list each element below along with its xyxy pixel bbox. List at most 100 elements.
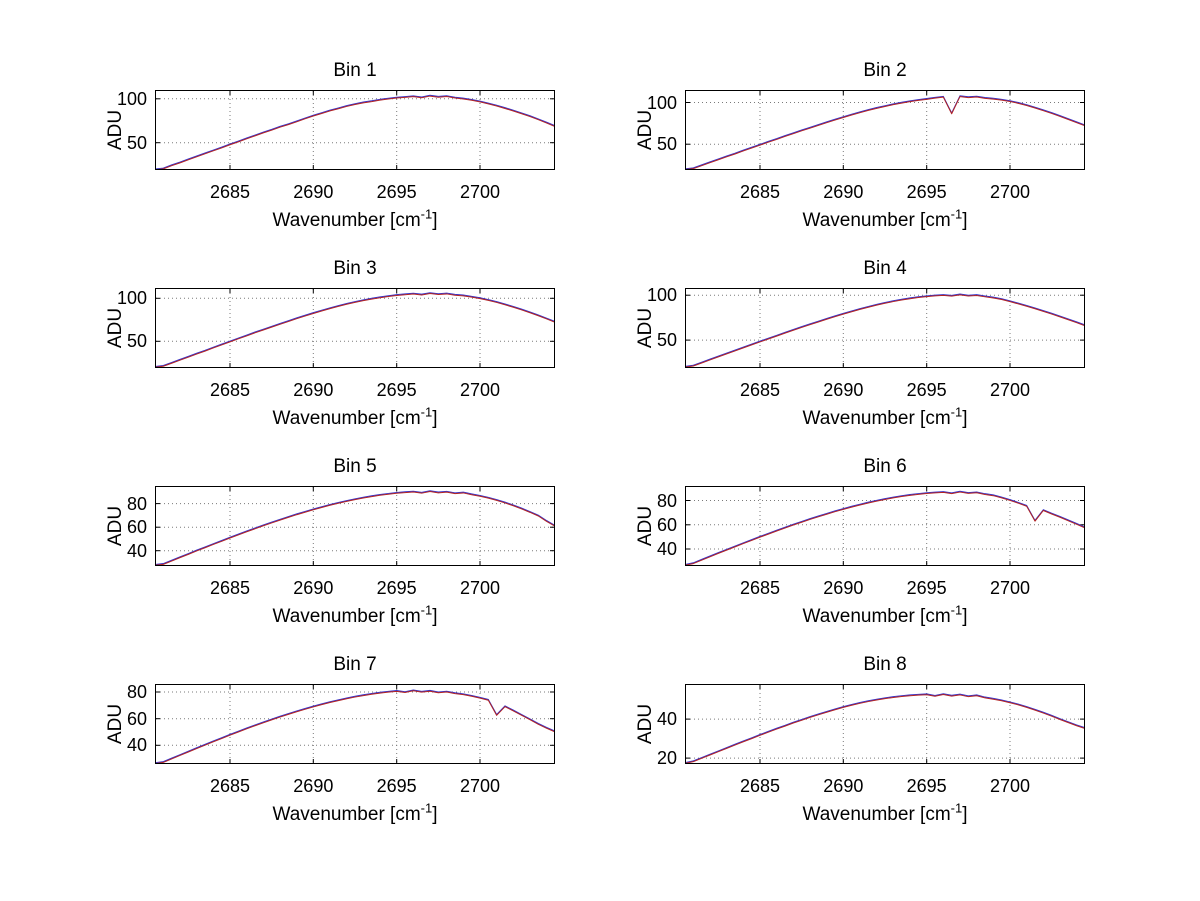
x-axis-label-text: ] <box>962 804 968 825</box>
subplot-title: Bin 4 <box>863 258 907 279</box>
axes-box <box>155 486 555 566</box>
x-tick-label: 2700 <box>459 578 501 598</box>
y-tick-label: 50 <box>126 132 147 153</box>
y-tick-label: 100 <box>646 92 677 113</box>
x-axis-label-text: Wavenumber [cm <box>802 408 951 429</box>
x-axis-label-text: ] <box>962 606 968 627</box>
x-axis-label-superscript: -1 <box>950 206 963 222</box>
tick-marks <box>686 91 1084 169</box>
x-axis-label-superscript: -1 <box>420 800 433 816</box>
x-axis-label: Wavenumber [cm-1] <box>735 800 1035 830</box>
x-axis-label-text: Wavenumber [cm <box>272 606 421 627</box>
x-axis-label-superscript: -1 <box>420 602 433 618</box>
x-tick-label: 2700 <box>989 578 1031 598</box>
axes-box <box>685 288 1085 368</box>
x-tick-label: 2690 <box>823 776 864 796</box>
x-axis-label: Wavenumber [cm-1] <box>205 602 505 632</box>
x-axis-label: Wavenumber [cm-1] <box>205 800 505 830</box>
x-tick-label: 2695 <box>906 578 947 598</box>
subplot-title: Bin 5 <box>333 456 377 477</box>
grid-lines <box>686 685 1084 763</box>
y-tick-label: 50 <box>656 330 677 351</box>
spectrum-line <box>685 96 1085 170</box>
x-axis-label-superscript: -1 <box>420 404 433 420</box>
spectrum-line <box>155 293 555 368</box>
x-axis-label-text: ] <box>962 408 968 429</box>
plot-area <box>685 486 1085 566</box>
spectrum-line <box>685 694 1085 764</box>
spectrum-line <box>685 491 1085 566</box>
x-tick-label: 2700 <box>989 776 1031 796</box>
axes-box <box>685 486 1085 566</box>
x-axis-label-text: Wavenumber [cm <box>802 210 951 231</box>
x-tick-label: 2685 <box>739 380 781 400</box>
y-tick-label: 80 <box>656 490 677 511</box>
x-axis-label-superscript: -1 <box>950 800 963 816</box>
y-tick-label: 60 <box>126 517 147 538</box>
x-axis-label-text: ] <box>962 210 968 231</box>
y-tick-label: 40 <box>126 735 147 756</box>
x-axis-label-text: Wavenumber [cm <box>802 804 951 825</box>
spectrum-line-secondary <box>685 293 1085 367</box>
x-tick-label: 2690 <box>293 578 334 598</box>
tick-marks <box>686 685 1084 763</box>
x-tick-label: 2700 <box>459 182 501 202</box>
x-tick-label: 2690 <box>823 182 864 202</box>
x-axis-label-text: Wavenumber [cm <box>802 606 951 627</box>
plot-area <box>685 288 1085 368</box>
subplot-title: Bin 2 <box>863 60 907 81</box>
plot-area <box>155 486 555 566</box>
axes-box <box>155 288 555 368</box>
x-axis-label-text: Wavenumber [cm <box>272 408 421 429</box>
y-tick-label: 40 <box>656 539 677 560</box>
x-axis-label-text: Wavenumber [cm <box>272 210 421 231</box>
x-axis-label: Wavenumber [cm-1] <box>735 404 1035 434</box>
x-tick-label: 2690 <box>293 776 334 796</box>
x-tick-label: 2695 <box>906 380 947 400</box>
x-axis-label-superscript: -1 <box>420 206 433 222</box>
x-tick-label: 2685 <box>209 776 251 796</box>
tick-marks <box>156 487 554 565</box>
x-axis-label-text: ] <box>432 606 438 627</box>
y-tick-label: 80 <box>126 682 147 702</box>
x-tick-label: 2695 <box>376 380 417 400</box>
x-tick-label: 2685 <box>739 776 781 796</box>
x-tick-label: 2700 <box>989 380 1031 400</box>
y-tick-label: 100 <box>116 88 147 109</box>
x-axis-label: Wavenumber [cm-1] <box>735 602 1035 632</box>
spectrum-line-secondary <box>155 490 555 565</box>
x-tick-label: 2685 <box>739 182 781 202</box>
plot-area <box>685 684 1085 764</box>
x-tick-label: 2685 <box>209 578 251 598</box>
spectrum-line-secondary <box>685 490 1085 565</box>
x-tick-label: 2690 <box>823 578 864 598</box>
plot-area <box>155 288 555 368</box>
x-tick-label: 2690 <box>823 380 864 400</box>
grid-lines <box>156 289 554 367</box>
x-axis-label-text: Wavenumber [cm <box>272 804 421 825</box>
spectrum-line <box>685 294 1085 368</box>
x-tick-label: 2685 <box>209 182 251 202</box>
tick-marks <box>156 685 554 763</box>
x-tick-label: 2695 <box>376 578 417 598</box>
x-axis-label-text: ] <box>432 408 438 429</box>
x-axis-label-superscript: -1 <box>950 602 963 618</box>
y-tick-label: 50 <box>656 134 677 155</box>
tick-marks <box>156 289 554 367</box>
grid-lines <box>686 91 1084 169</box>
subplot-title: Bin 7 <box>333 654 377 675</box>
x-axis-label: Wavenumber [cm-1] <box>735 206 1035 236</box>
spectrum-line-secondary <box>155 292 555 368</box>
y-tick-label: 100 <box>646 285 677 306</box>
y-tick-label: 60 <box>656 514 677 535</box>
spectrum-line-secondary <box>685 95 1085 170</box>
x-axis-label-superscript: -1 <box>950 404 963 420</box>
x-tick-label: 2695 <box>376 182 417 202</box>
y-tick-label: 50 <box>126 331 147 352</box>
x-axis-label-text: ] <box>432 210 438 231</box>
y-tick-label: 80 <box>126 493 147 514</box>
spectrum-line-secondary <box>155 689 555 764</box>
x-tick-label: 2700 <box>459 776 501 796</box>
subplot-title: Bin 1 <box>333 60 377 81</box>
x-tick-label: 2700 <box>989 182 1031 202</box>
